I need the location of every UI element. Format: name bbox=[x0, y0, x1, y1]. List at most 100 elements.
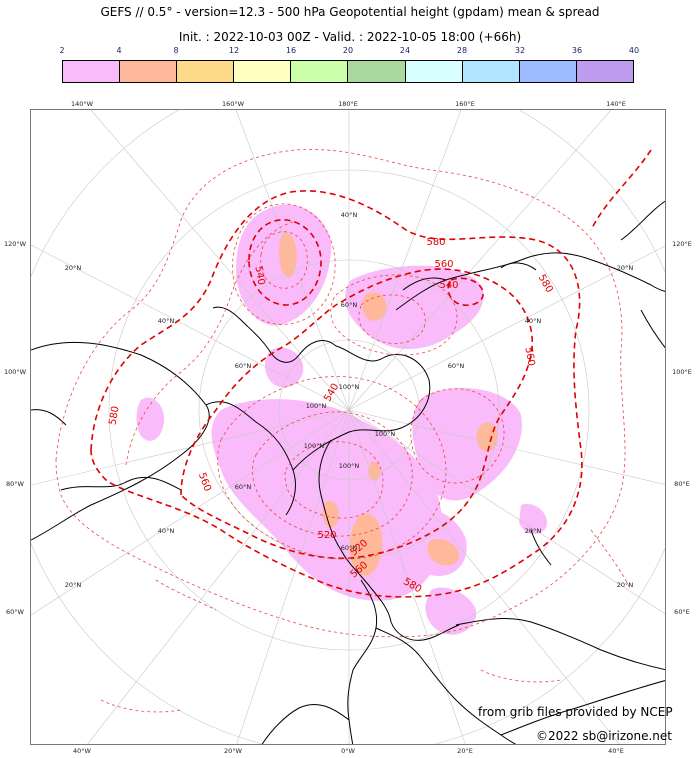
coastline bbox=[455, 618, 665, 671]
contour-line bbox=[358, 294, 426, 344]
colorbar-tick: 2 bbox=[59, 46, 65, 55]
contour-line bbox=[252, 411, 413, 537]
lon-label-top: 140°E bbox=[606, 100, 626, 108]
coastline bbox=[640, 309, 665, 349]
spread-area bbox=[362, 292, 387, 321]
lon-label-left: 80°W bbox=[6, 480, 24, 488]
lat-label: 20°N bbox=[65, 581, 82, 589]
contour-label: 540 bbox=[252, 265, 266, 286]
contour-line bbox=[410, 388, 505, 484]
lat-label: 40°N bbox=[341, 211, 358, 219]
contour-label: 560 bbox=[522, 346, 536, 367]
contour-label: 560 bbox=[196, 471, 213, 493]
contour-line bbox=[480, 669, 562, 683]
colorbar-swatch bbox=[177, 61, 235, 82]
spread-area bbox=[278, 232, 297, 278]
coastline bbox=[402, 277, 447, 291]
lon-label-top: 160°E bbox=[455, 100, 475, 108]
lat-label: 20°N bbox=[65, 264, 82, 272]
contour-label: 580 bbox=[426, 237, 445, 248]
spread-area bbox=[368, 461, 381, 481]
contour-line bbox=[260, 231, 308, 289]
lon-label-bottom: 20°E bbox=[457, 747, 473, 755]
lat-label: 60°N bbox=[235, 483, 252, 491]
coastline bbox=[395, 252, 665, 311]
coastline bbox=[375, 627, 517, 744]
lat-label: 100°N bbox=[339, 462, 360, 470]
lon-label-right: 120°E bbox=[672, 240, 692, 248]
lon-label-left: 120°W bbox=[3, 240, 27, 248]
coastline bbox=[268, 340, 337, 363]
chart-title: GEFS // 0.5° - version=12.3 - 500 hPa Ge… bbox=[100, 5, 600, 19]
lon-label-left: 60°W bbox=[6, 608, 24, 616]
colorbar-tick: 4 bbox=[116, 46, 122, 55]
colorbar-tick: 24 bbox=[399, 46, 411, 55]
lon-label-right: 60°E bbox=[674, 608, 690, 616]
coastline bbox=[261, 704, 350, 744]
lat-label: 100°N bbox=[339, 383, 360, 391]
colorbar-tick: 16 bbox=[285, 46, 297, 55]
contour-line bbox=[232, 203, 336, 325]
spread-area bbox=[427, 538, 459, 566]
chart-subtitle: Init. : 2022-10-03 00Z - Valid. : 2022-1… bbox=[178, 30, 522, 44]
contour-line bbox=[590, 529, 632, 591]
lat-label: 20°N bbox=[525, 527, 542, 535]
coastline bbox=[205, 401, 296, 516]
colorbar-swatch bbox=[519, 61, 577, 82]
contour-label: 520 bbox=[317, 530, 336, 541]
lon-label-bottom: 20°W bbox=[224, 747, 242, 755]
colorbar-swatch bbox=[462, 61, 520, 82]
coastline bbox=[500, 680, 665, 736]
colorbar-swatch bbox=[291, 61, 349, 82]
contour-line bbox=[447, 277, 484, 307]
colorbar-swatch bbox=[348, 61, 406, 82]
colorbar-tick: 20 bbox=[342, 46, 354, 55]
colorbar-tick: 12 bbox=[228, 46, 240, 55]
lon-label-top: 160°W bbox=[221, 100, 245, 108]
contour-label: 580 bbox=[536, 273, 555, 295]
colorbar-swatch bbox=[576, 61, 633, 82]
lat-label: 100°N bbox=[306, 402, 327, 410]
contour-line bbox=[90, 190, 583, 598]
spread-area bbox=[322, 501, 339, 528]
lat-label: 20°N bbox=[617, 264, 634, 272]
coastline bbox=[212, 306, 270, 351]
contour-line bbox=[180, 268, 533, 560]
lon-label-top: 140°W bbox=[70, 100, 94, 108]
spread-area bbox=[136, 397, 165, 441]
colorbar-swatch bbox=[120, 61, 178, 82]
lon-label-bottom: 0°W bbox=[341, 747, 355, 755]
lon-label-top: 180°E bbox=[338, 100, 358, 108]
lon-label-right: 80°E bbox=[674, 480, 690, 488]
lat-label: 20°N bbox=[617, 581, 634, 589]
contour-label: 540 bbox=[439, 280, 458, 291]
colorbar-tick: 28 bbox=[456, 46, 468, 55]
contour-label: 580 bbox=[107, 405, 121, 426]
contour-line bbox=[155, 579, 217, 611]
coastline bbox=[530, 529, 552, 566]
contour-line bbox=[217, 376, 447, 560]
contour-line bbox=[248, 219, 322, 306]
coastline bbox=[347, 579, 378, 744]
coastline bbox=[31, 409, 67, 426]
contour-line bbox=[330, 274, 458, 356]
polar-map: 540 580 560 540 540 580 560 580 560 520 … bbox=[31, 110, 665, 744]
contour-line bbox=[590, 149, 652, 231]
lat-label: 60°N bbox=[235, 362, 252, 370]
lat-label: 40°N bbox=[158, 527, 175, 535]
colorbar-swatch bbox=[234, 61, 292, 82]
coastline bbox=[60, 477, 182, 491]
contour-line bbox=[55, 149, 626, 638]
coastline bbox=[620, 200, 665, 241]
lat-label: 100°N bbox=[375, 430, 396, 438]
colorbar-tick: 40 bbox=[628, 46, 640, 55]
colorbar-swatch bbox=[63, 61, 121, 82]
spread-area bbox=[412, 387, 522, 501]
data-source-credit: from grib files provided by NCEP bbox=[478, 705, 673, 719]
height-contours bbox=[55, 149, 652, 713]
coastline bbox=[390, 621, 460, 641]
lat-label: 60°N bbox=[448, 362, 465, 370]
lon-label-right: 100°E bbox=[672, 368, 692, 376]
colorbar-tick: 36 bbox=[571, 46, 583, 55]
copyright-credit: ©2022 sb@irizone.net bbox=[536, 729, 672, 743]
